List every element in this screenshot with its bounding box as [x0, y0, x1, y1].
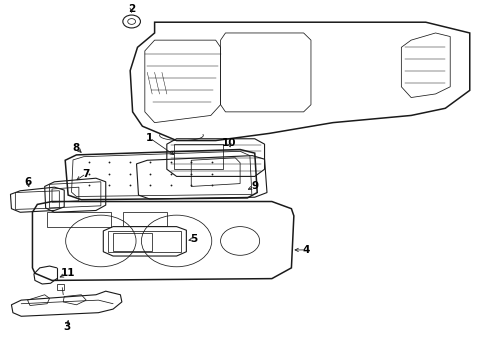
Text: 4: 4: [302, 245, 310, 255]
Text: 9: 9: [251, 181, 258, 192]
Text: 10: 10: [222, 139, 237, 148]
Text: 2: 2: [128, 4, 135, 14]
Bar: [123, 212, 167, 226]
Text: 1: 1: [146, 133, 153, 143]
Text: 6: 6: [24, 177, 31, 187]
Text: 11: 11: [61, 268, 75, 278]
Text: 5: 5: [190, 234, 197, 244]
Text: 8: 8: [73, 143, 80, 153]
Bar: [47, 212, 111, 226]
Text: 7: 7: [82, 168, 90, 179]
Text: 3: 3: [63, 322, 70, 332]
